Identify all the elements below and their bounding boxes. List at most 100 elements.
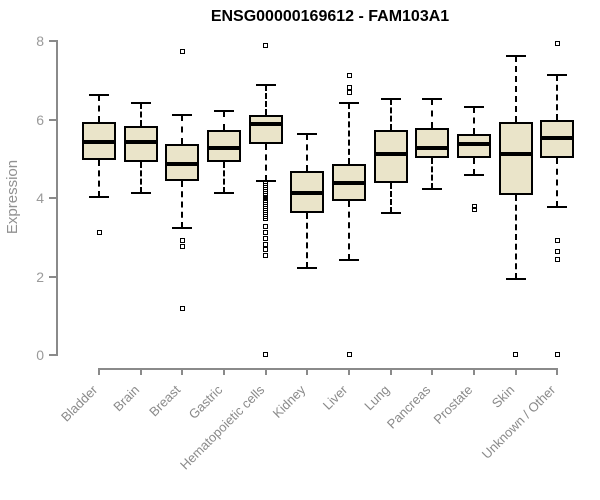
- median-line: [250, 122, 281, 127]
- box: [415, 128, 450, 158]
- lower-whisker-cap: [172, 227, 193, 230]
- outlier-point: [471, 204, 477, 210]
- lower-whisker: [98, 159, 100, 197]
- upper-whisker: [473, 106, 476, 135]
- box: [498, 122, 533, 196]
- lower-whisker-cap: [339, 258, 360, 261]
- lower-whisker: [348, 200, 351, 260]
- upper-whisker-cap: [297, 133, 318, 136]
- outlier-point: [263, 229, 269, 235]
- y-axis-tick: [49, 197, 56, 199]
- outlier-point: [346, 72, 352, 78]
- x-axis-line: [98, 368, 559, 370]
- x-category-label: Unknown / Other: [479, 382, 559, 462]
- median-line: [375, 151, 406, 156]
- outlier-point: [179, 49, 185, 55]
- median-line: [125, 140, 156, 145]
- x-axis-tick: [223, 368, 225, 375]
- x-axis-tick: [98, 368, 100, 375]
- y-tick-label: 0: [36, 347, 44, 363]
- x-category-label: Brain: [109, 382, 142, 415]
- upper-whisker: [431, 98, 434, 129]
- outlier-point: [263, 241, 269, 247]
- upper-whisker: [139, 102, 142, 127]
- x-axis-tick: [389, 368, 392, 375]
- outlier-point: [346, 84, 352, 90]
- y-tick-label: 6: [36, 111, 44, 128]
- upper-whisker-cap: [214, 109, 234, 112]
- upper-whisker-cap: [505, 54, 526, 57]
- y-tick-label: 4: [36, 190, 44, 206]
- lower-whisker-cap: [297, 266, 318, 269]
- upper-whisker-cap: [380, 97, 401, 100]
- lower-whisker: [181, 181, 184, 229]
- outlier-point: [513, 351, 519, 357]
- x-category-label: Lung: [360, 382, 392, 414]
- x-axis-tick: [348, 368, 351, 375]
- lower-whisker-cap: [464, 174, 485, 177]
- upper-whisker-cap: [255, 84, 276, 87]
- outlier-point: [263, 253, 269, 259]
- upper-whisker: [514, 55, 517, 123]
- upper-whisker-cap: [464, 105, 485, 108]
- lower-whisker-cap: [89, 196, 109, 198]
- outlier-point: [263, 235, 269, 241]
- x-category-label: Skin: [488, 382, 517, 411]
- lower-whisker-cap: [130, 192, 151, 195]
- x-axis-tick: [264, 368, 267, 375]
- median-line: [334, 181, 365, 186]
- box: [373, 130, 408, 184]
- x-category-label: Gastric: [185, 382, 226, 422]
- outlier-point: [179, 243, 185, 249]
- median-line: [500, 151, 531, 156]
- outlier-point: [346, 351, 352, 357]
- outlier-point: [554, 351, 560, 357]
- lower-whisker-cap: [505, 278, 526, 281]
- x-category-label: Pancreas: [384, 382, 434, 432]
- upper-whisker: [98, 94, 100, 123]
- upper-whisker: [264, 85, 267, 115]
- outlier-point: [263, 43, 269, 49]
- lower-whisker: [264, 144, 267, 182]
- lower-whisker-cap: [422, 188, 443, 191]
- lower-whisker: [389, 183, 392, 213]
- x-category-label: Kidney: [269, 382, 309, 421]
- lower-whisker: [431, 157, 434, 190]
- outlier-point: [554, 249, 560, 255]
- lower-whisker: [556, 157, 559, 207]
- lower-whisker: [139, 161, 142, 194]
- x-axis-tick: [473, 368, 476, 375]
- upper-whisker: [181, 114, 184, 144]
- upper-whisker-cap: [547, 74, 568, 77]
- outlier-point: [471, 207, 477, 213]
- x-category-label: Prostate: [430, 382, 476, 428]
- lower-whisker-cap: [380, 211, 401, 214]
- upper-whisker: [223, 110, 225, 131]
- x-axis-tick: [139, 368, 142, 375]
- chart-title: ENSG00000169612 - FAM103A1: [210, 8, 450, 25]
- y-axis-tick: [49, 40, 56, 42]
- lower-whisker: [473, 157, 476, 176]
- outlier-point: [179, 306, 185, 312]
- outlier-point: [554, 41, 560, 47]
- x-axis-tick: [514, 368, 517, 375]
- median-line: [292, 191, 323, 196]
- y-axis-tick: [49, 275, 56, 278]
- outlier-point: [179, 237, 185, 243]
- median-line: [167, 161, 198, 166]
- y-axis-tick: [49, 118, 56, 121]
- outlier-point: [554, 257, 560, 263]
- upper-whisker-cap: [422, 97, 443, 100]
- outlier-point: [263, 351, 269, 357]
- median-line: [542, 136, 573, 141]
- lower-whisker: [514, 195, 517, 280]
- box: [248, 114, 283, 144]
- x-axis-tick: [431, 368, 434, 375]
- y-tick-label: 2: [36, 268, 44, 285]
- median-line: [209, 145, 239, 150]
- upper-whisker: [348, 102, 351, 164]
- x-axis-tick: [306, 368, 309, 375]
- y-tick-label: 8: [36, 33, 44, 49]
- upper-whisker: [556, 75, 559, 121]
